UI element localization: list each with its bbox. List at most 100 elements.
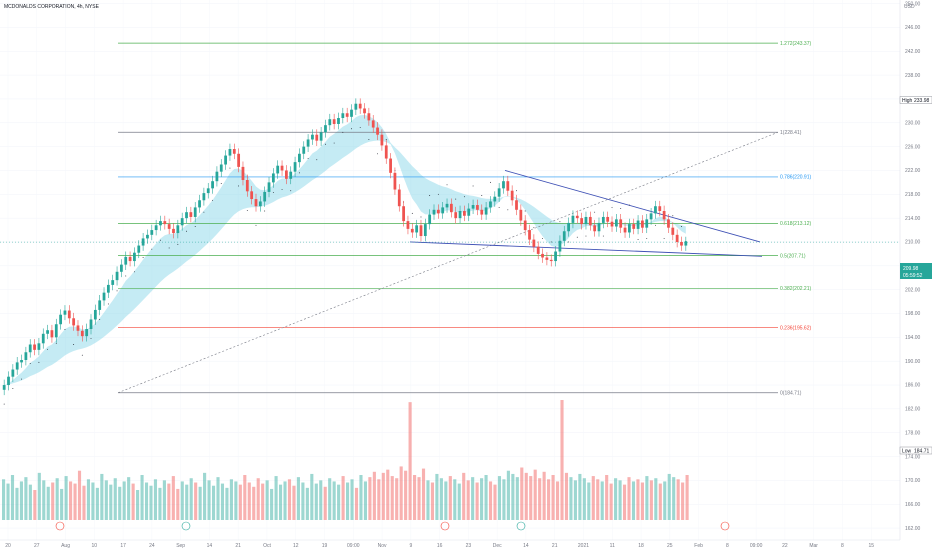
psar-dot [81, 354, 83, 356]
candle-body [189, 212, 193, 217]
psar-dot [472, 185, 474, 187]
volume-bar [395, 478, 399, 520]
candle-body [632, 224, 636, 229]
high-marker-value: 233.98 [914, 98, 930, 104]
candle-body [580, 218, 584, 225]
fib-level-label: 0.618(213.12) [780, 221, 811, 227]
price-tick-label: 230.00 [905, 120, 921, 126]
psar-dot [516, 190, 517, 192]
candle-body [289, 171, 293, 179]
volume-bar [645, 476, 649, 520]
candle-body [641, 220, 644, 228]
volume-bar [564, 472, 569, 520]
time-tick-label: 9 [409, 543, 412, 549]
volume-bar [542, 471, 546, 520]
candle-body [46, 330, 49, 334]
psar-dot [681, 226, 682, 227]
time-tick-label: 09:00 [347, 543, 360, 549]
volume-bar [118, 486, 122, 520]
psar-dot [12, 388, 14, 390]
fibonacci-levels[interactable]: 1.272(243.37) 1(228.41) 0.786(220.91) 0.618… [118, 41, 811, 397]
candle-body [627, 224, 631, 233]
candle-body [159, 221, 162, 226]
candle-body [85, 329, 89, 337]
volume-bar [296, 477, 300, 520]
candle-body [106, 284, 110, 293]
volume-bar [529, 476, 533, 520]
candle-body [206, 188, 210, 194]
candle-body [228, 149, 232, 156]
psar-dot [116, 290, 118, 292]
volume-bar [171, 476, 175, 520]
last-price-badge: 209.98 05:59:52 [900, 263, 932, 279]
psar-dot [38, 361, 40, 363]
volume-bar [372, 471, 376, 520]
candle-body [80, 330, 84, 337]
candle-body [562, 231, 566, 241]
candle-body [315, 134, 319, 141]
volume-bar [136, 490, 140, 520]
psar-dot [298, 172, 300, 174]
time-tick-label: 14 [523, 543, 529, 549]
candle-body [523, 220, 527, 231]
volume-bar [287, 479, 292, 520]
time-axis-ticks: 20 27 Aug 10 17 24 Sep 14 21 Oct 12 19 09:00 Nov 9 16 23… [5, 543, 874, 549]
psar-dot [672, 215, 674, 217]
candle-body [675, 234, 679, 242]
time-axis[interactable] [0, 540, 932, 550]
low-marker: Low 184.71 [899, 446, 932, 455]
volume-bar [6, 483, 10, 520]
dividend-icon [516, 521, 526, 531]
volume-bar [33, 490, 37, 520]
candle-body [558, 240, 562, 252]
time-tick-label: Nov [378, 543, 387, 549]
psar-dot [420, 216, 422, 218]
psar-dot [203, 211, 205, 213]
candle-body [480, 209, 484, 215]
candle-body [489, 201, 492, 208]
time-tick-label: 24 [149, 543, 155, 549]
candlesticks[interactable] [2, 98, 688, 396]
volume-bar [247, 482, 251, 520]
psar-dot [359, 127, 361, 128]
volume-bar [421, 468, 426, 520]
volume-bar [10, 475, 15, 520]
time-tick-label: 10 [92, 543, 98, 549]
candle-body [7, 376, 10, 386]
candle-body [554, 251, 557, 262]
time-tick-label: 27 [34, 543, 40, 549]
low-marker-label: Low [902, 449, 912, 455]
candle-body [502, 181, 505, 189]
candle-body [37, 343, 41, 350]
candle-body [654, 206, 657, 214]
event-markers[interactable] [55, 521, 730, 531]
high-marker-label: High [902, 98, 913, 104]
psar-dot [99, 319, 101, 320]
volume-bar [153, 479, 158, 520]
candle-body [54, 324, 58, 338]
psar-dot [177, 243, 179, 245]
volume-bar [538, 478, 542, 520]
candle-body [198, 200, 201, 208]
candle-body [445, 203, 449, 208]
psar-dot [342, 131, 344, 133]
price-tick-label: 242.00 [905, 49, 921, 55]
candle-body [567, 222, 570, 232]
volume-bar [582, 478, 586, 520]
symbol-title: MCDONALDS CORPORATION, 4h, NYSE [4, 4, 100, 10]
candle-body [606, 216, 610, 222]
psar-dot [411, 212, 413, 214]
fib-level-label: 1.272(243.37) [780, 41, 811, 47]
volume-bar [189, 478, 193, 520]
psar-dot [307, 158, 309, 159]
candle-body [306, 139, 310, 147]
volume-bar [462, 472, 466, 520]
volume-bar [24, 477, 28, 520]
candle-body [519, 209, 523, 221]
candle-body [302, 146, 306, 154]
fib-level-label: 0(184.71) [780, 390, 802, 396]
time-tick-label: 18 [638, 543, 644, 549]
volume-bar [314, 483, 318, 520]
